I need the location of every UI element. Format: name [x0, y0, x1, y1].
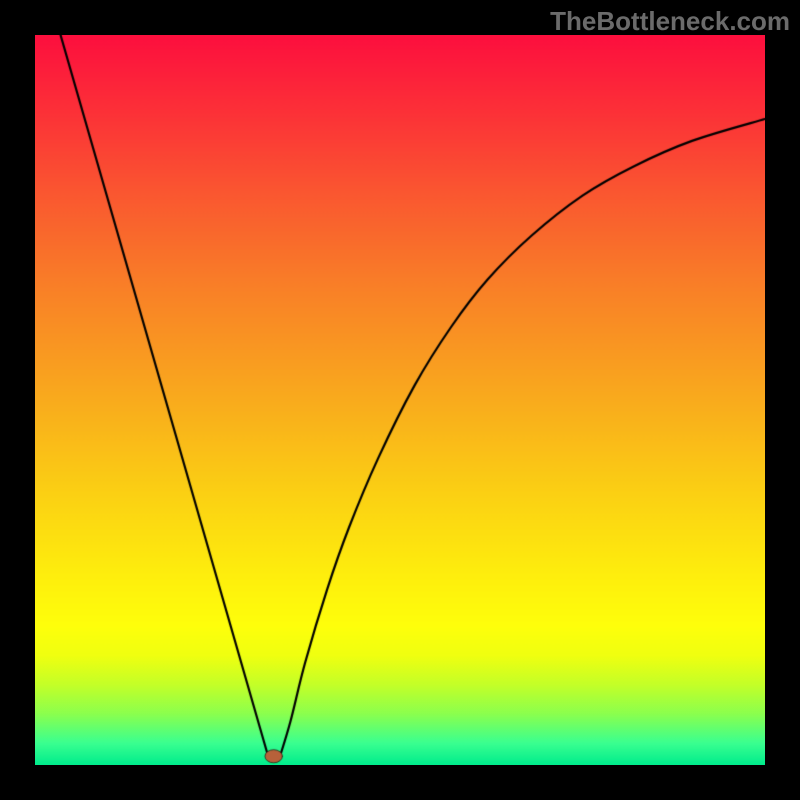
chart-container: TheBottleneck.com — [0, 0, 800, 800]
bottleneck-chart-canvas — [35, 35, 765, 765]
watermark-label: TheBottleneck.com — [550, 6, 790, 37]
